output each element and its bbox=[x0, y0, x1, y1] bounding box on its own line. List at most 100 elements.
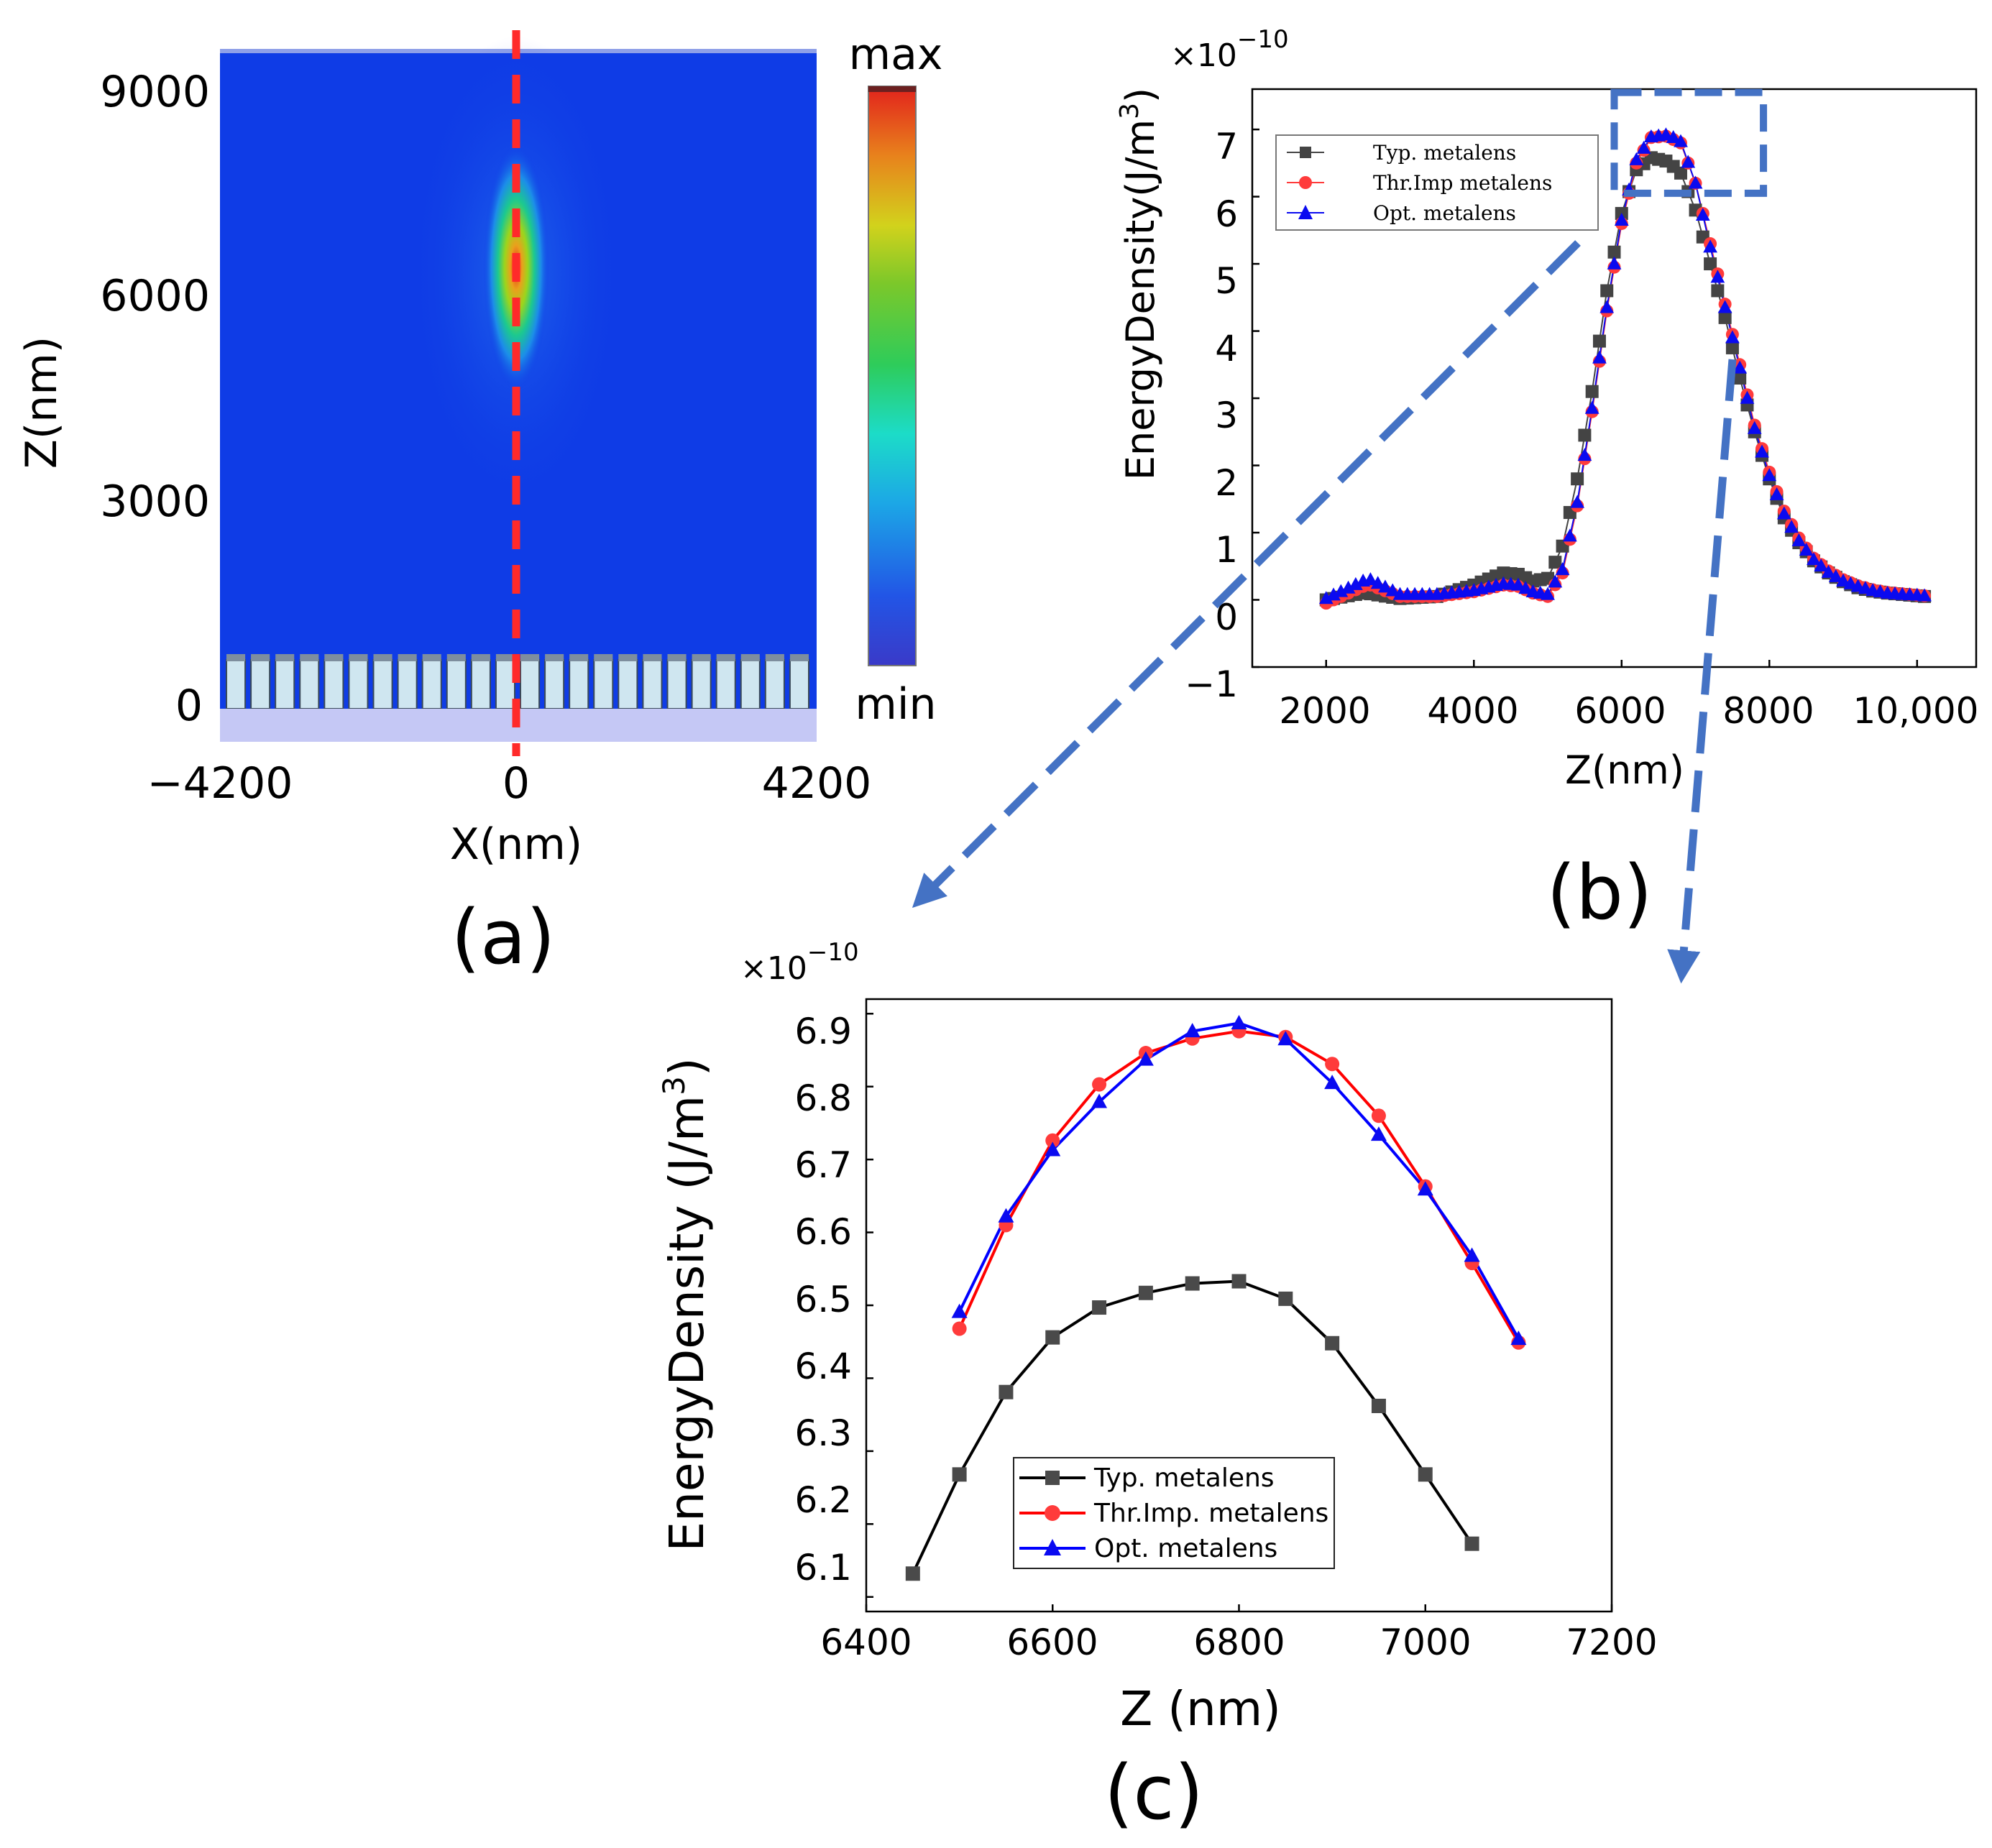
b-ytick: 1 bbox=[1215, 529, 1238, 571]
b-point-typ bbox=[1725, 341, 1739, 354]
b-point-opt bbox=[1370, 576, 1385, 589]
b-ytick: 6 bbox=[1215, 193, 1238, 235]
b-point-opt bbox=[1828, 569, 1843, 582]
metalens-pillar bbox=[642, 659, 663, 709]
a-ylabel: Z(nm) bbox=[17, 336, 67, 469]
b-xtick: 4000 bbox=[1427, 690, 1518, 732]
a-xtick-zero: 0 bbox=[502, 758, 530, 809]
metalens-pillar-cap bbox=[643, 654, 662, 661]
b-ylabel-main: EnergyDensity(J/m bbox=[1118, 119, 1163, 480]
b-point-typ bbox=[1571, 472, 1584, 486]
c-ytick: 6.2 bbox=[794, 1479, 852, 1521]
b-point-typ bbox=[1704, 257, 1717, 271]
b-legend-box bbox=[1275, 134, 1599, 231]
b-legend-label-thr: Thr.Imp metalens bbox=[1373, 171, 1552, 195]
c-scale-base: ×10 bbox=[740, 950, 807, 987]
b-zoom-box bbox=[1610, 88, 1768, 197]
c-ytick: 6.8 bbox=[794, 1077, 852, 1119]
b-point-opt bbox=[1732, 360, 1748, 374]
b-ytick: 4 bbox=[1215, 328, 1238, 369]
metalens-pillar bbox=[666, 659, 687, 709]
b-point-opt bbox=[1755, 444, 1769, 458]
a-xtick-right: 4200 bbox=[762, 758, 872, 809]
metalens-pillar bbox=[299, 659, 320, 709]
b-point-opt bbox=[1917, 588, 1932, 602]
b-point-opt bbox=[1541, 587, 1555, 600]
b-point-typ bbox=[1711, 284, 1725, 298]
metalens-pillar-cap bbox=[716, 654, 735, 661]
b-legend-marker-typ bbox=[1300, 147, 1311, 158]
b-point-opt bbox=[1762, 468, 1777, 482]
b-point-opt bbox=[1814, 558, 1829, 571]
c-ylabel-close: ) bbox=[659, 1057, 715, 1076]
b-point-typ bbox=[1733, 372, 1747, 385]
b-point-opt bbox=[1363, 572, 1378, 586]
metalens-pillar-cap bbox=[275, 654, 295, 661]
c-point-typ bbox=[1185, 1276, 1200, 1291]
b-xtick: 2000 bbox=[1279, 690, 1370, 732]
metalens-pillar bbox=[446, 659, 467, 709]
c-ytick: 6.6 bbox=[794, 1211, 852, 1253]
metalens-pillar bbox=[421, 659, 442, 709]
panel-c-chart: 6400 6600 6800 7000 7200 6.9 6.8 6.7 6.6… bbox=[656, 938, 1658, 1836]
metalens-pillar-cap bbox=[667, 654, 687, 661]
metalens-pillar bbox=[764, 659, 785, 709]
c-xtick: 6400 bbox=[820, 1622, 912, 1663]
b-point-opt bbox=[1614, 212, 1629, 226]
metalens-pillar bbox=[789, 659, 809, 709]
a-ytick-9000: 9000 bbox=[100, 67, 210, 117]
metalens-pillar-cap bbox=[446, 654, 466, 661]
metalens-pillar-cap bbox=[789, 654, 809, 661]
panel-b-chart: 2000 4000 6000 8000 10,000 7 6 5 4 3 2 1… bbox=[1115, 25, 1978, 937]
b-point-opt bbox=[1681, 155, 1696, 168]
b-ylabel: EnergyDensity(J/m3) bbox=[1115, 88, 1163, 480]
metalens-pillar bbox=[348, 659, 369, 709]
b-point-opt bbox=[1378, 579, 1392, 593]
c-point-opt bbox=[1277, 1031, 1294, 1046]
metalens-pillar-cap bbox=[569, 654, 589, 661]
b-point-opt bbox=[1548, 574, 1563, 588]
a-ytick-6000: 6000 bbox=[100, 271, 210, 321]
c-point-opt bbox=[998, 1208, 1014, 1223]
b-point-opt bbox=[1769, 487, 1784, 500]
c-legend-label-opt: Opt. metalens bbox=[1094, 1534, 1277, 1563]
b-point-opt bbox=[1688, 175, 1703, 189]
b-xtick: 8000 bbox=[1722, 690, 1814, 732]
c-xtick: 6800 bbox=[1193, 1622, 1285, 1663]
c-point-opt bbox=[1370, 1126, 1387, 1141]
b-point-typ bbox=[1600, 284, 1614, 298]
c-point-opt bbox=[1231, 1014, 1247, 1029]
b-point-opt bbox=[1666, 129, 1681, 143]
b-point-opt bbox=[1791, 533, 1807, 546]
b-point-typ bbox=[1607, 245, 1621, 259]
b-point-opt bbox=[1341, 580, 1356, 594]
b-legend-label-opt: Opt. metalens bbox=[1373, 201, 1516, 225]
b-ytick: 7 bbox=[1215, 126, 1238, 167]
c-point-opt bbox=[1045, 1141, 1061, 1157]
c-ytick: 6.4 bbox=[794, 1346, 852, 1387]
metalens-pillar bbox=[275, 659, 295, 709]
b-point-opt bbox=[1599, 300, 1615, 313]
c-legend-marker-opt bbox=[1044, 1539, 1061, 1555]
metalens-pillar-cap bbox=[520, 654, 540, 661]
b-point-opt bbox=[1562, 528, 1577, 542]
colorbar-max-label: max bbox=[849, 29, 943, 80]
zoom-arrows bbox=[912, 240, 1737, 984]
b-point-typ bbox=[1592, 334, 1606, 348]
b-point-opt bbox=[1348, 576, 1363, 590]
metalens-pillar-cap bbox=[545, 654, 564, 661]
c-point-typ bbox=[1231, 1274, 1247, 1289]
c-ylabel-sup: 3 bbox=[656, 1076, 692, 1095]
c-ylabel: EnergyDensity (J/m3) bbox=[656, 1057, 715, 1551]
c-xtick: 7200 bbox=[1566, 1622, 1657, 1663]
b-point-opt bbox=[1703, 239, 1717, 253]
c-point-opt bbox=[1510, 1330, 1527, 1346]
c-point-thr bbox=[1092, 1077, 1107, 1092]
c-xlabel: Z (nm) bbox=[1120, 1681, 1281, 1737]
panel-a-field-map: 9000 6000 3000 0 Z(nm) −4200 0 4200 X(nm… bbox=[17, 29, 942, 981]
metalens-pillar-cap bbox=[471, 654, 490, 661]
metalens-pillar-cap bbox=[226, 654, 246, 661]
metalens-pillar-cap bbox=[618, 654, 638, 661]
b-point-opt bbox=[1821, 564, 1836, 578]
c-scale-exponent: −10 bbox=[807, 938, 859, 967]
